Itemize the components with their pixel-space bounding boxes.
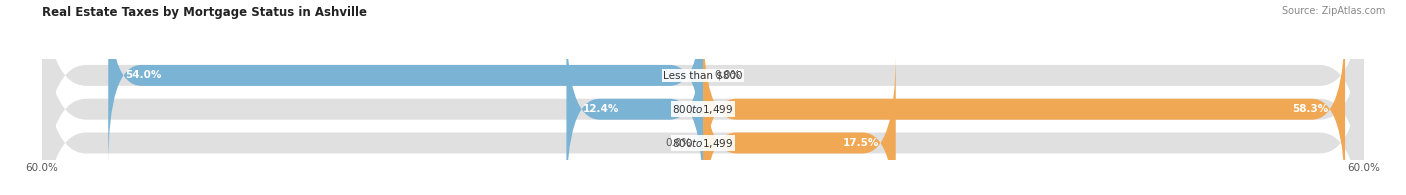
FancyBboxPatch shape [42, 0, 1364, 195]
Text: $800 to $1,499: $800 to $1,499 [672, 103, 734, 116]
Text: 54.0%: 54.0% [125, 70, 162, 80]
Text: Source: ZipAtlas.com: Source: ZipAtlas.com [1281, 6, 1385, 16]
Text: 17.5%: 17.5% [842, 138, 879, 148]
FancyBboxPatch shape [703, 18, 1346, 195]
Text: 58.3%: 58.3% [1292, 104, 1329, 114]
Text: 12.4%: 12.4% [583, 104, 619, 114]
FancyBboxPatch shape [703, 52, 896, 195]
FancyBboxPatch shape [42, 18, 1364, 195]
FancyBboxPatch shape [108, 0, 703, 166]
FancyBboxPatch shape [567, 18, 703, 195]
Text: Less than $800: Less than $800 [664, 70, 742, 80]
Text: 0.0%: 0.0% [714, 70, 741, 80]
Text: $800 to $1,499: $800 to $1,499 [672, 136, 734, 150]
Text: 0.0%: 0.0% [665, 138, 692, 148]
FancyBboxPatch shape [42, 0, 1364, 195]
Text: Real Estate Taxes by Mortgage Status in Ashville: Real Estate Taxes by Mortgage Status in … [42, 6, 367, 19]
